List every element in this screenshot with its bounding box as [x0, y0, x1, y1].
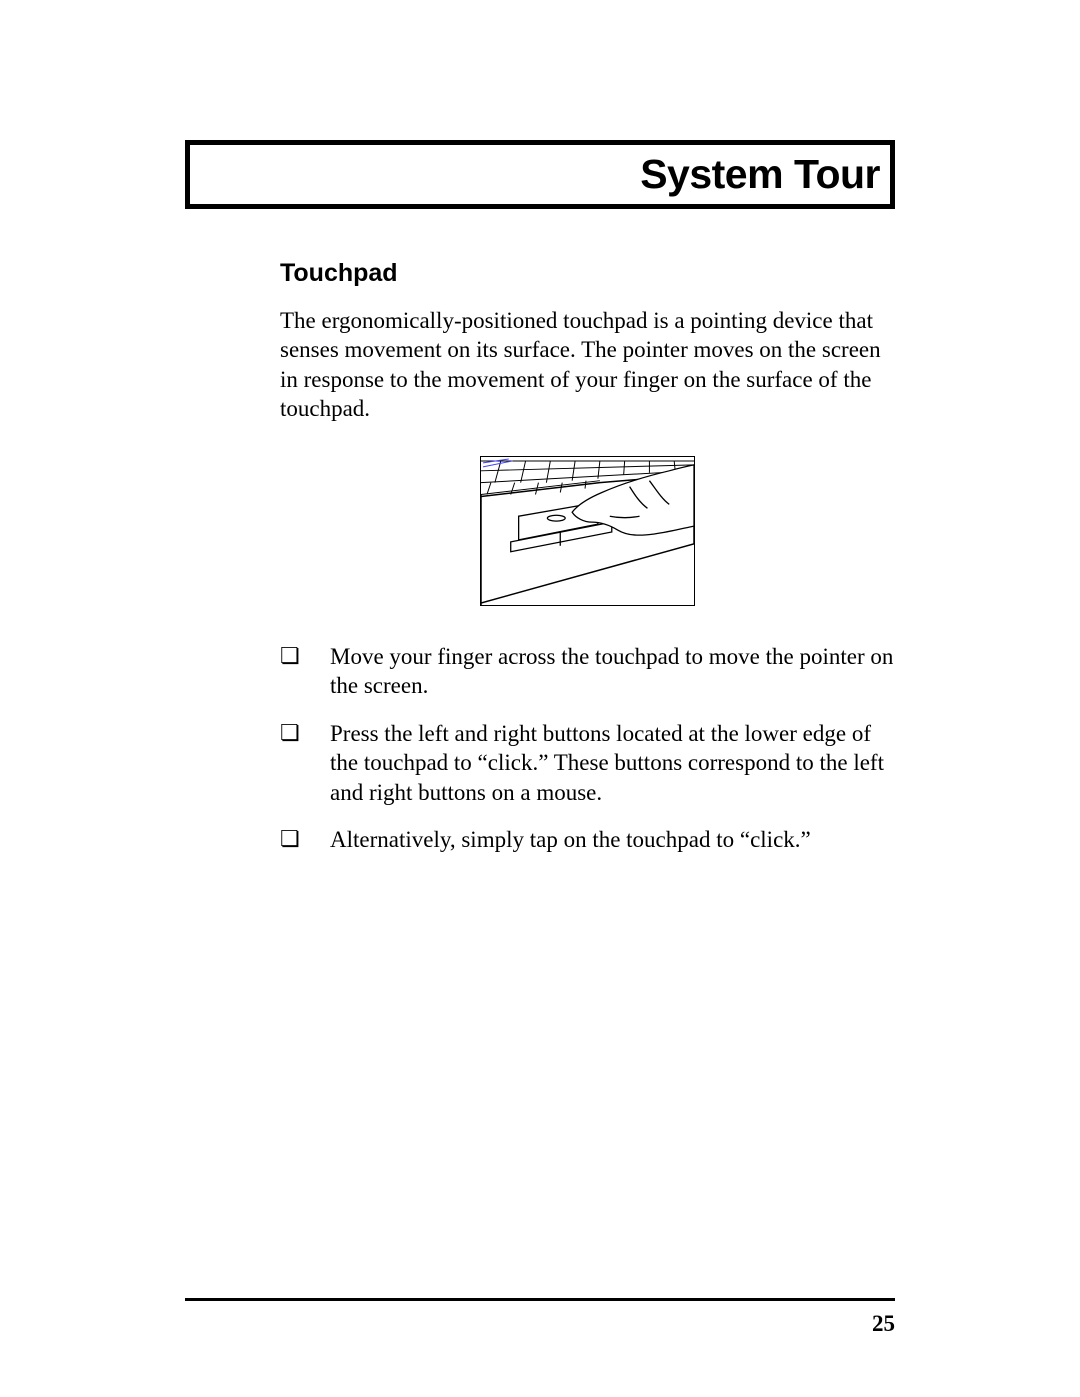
content-area: Touchpad The ergonomically-positioned to… [280, 259, 895, 854]
header-box: System Tour [185, 140, 895, 209]
page-number: 25 [185, 1311, 895, 1337]
footer: 25 [185, 1298, 895, 1337]
checkbox-bullet-icon: ❏ [280, 719, 330, 807]
bullet-text: Press the left and right buttons located… [330, 719, 895, 807]
section-title: Touchpad [280, 259, 895, 288]
bullet-text: Alternatively, simply tap on the touchpa… [330, 825, 895, 854]
list-item: ❏ Press the left and right buttons locat… [280, 719, 895, 807]
bullet-text: Move your finger across the touchpad to … [330, 642, 895, 701]
intro-paragraph: The ergonomically-positioned touchpad is… [280, 306, 895, 424]
footer-rule [185, 1298, 895, 1301]
page: System Tour Touchpad The ergonomically-p… [0, 0, 1080, 1397]
list-item: ❏ Move your finger across the touchpad t… [280, 642, 895, 701]
checkbox-bullet-icon: ❏ [280, 642, 330, 701]
illustration-container [280, 456, 895, 606]
touchpad-illustration [480, 456, 695, 606]
checkbox-bullet-icon: ❏ [280, 825, 330, 854]
bullet-list: ❏ Move your finger across the touchpad t… [280, 642, 895, 855]
chapter-title: System Tour [200, 151, 880, 198]
list-item: ❏ Alternatively, simply tap on the touch… [280, 825, 895, 854]
